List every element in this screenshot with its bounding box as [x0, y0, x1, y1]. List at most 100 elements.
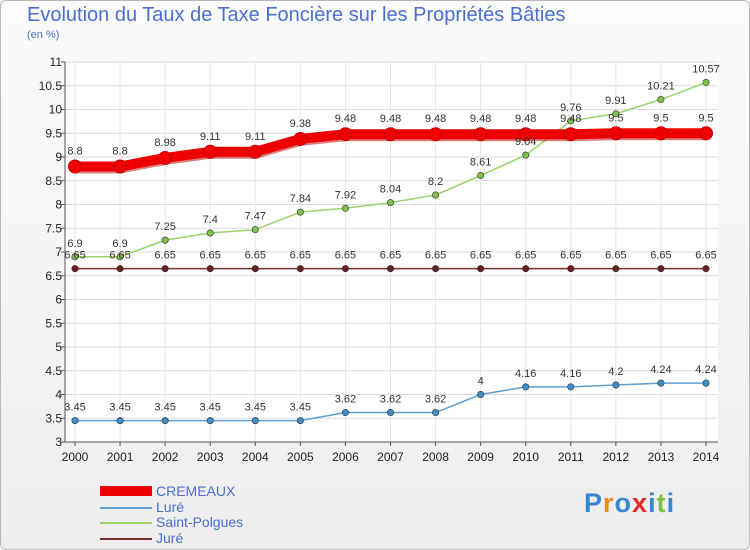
data-label-saint-polgues: 7.84 — [290, 193, 311, 205]
data-point-lure — [206, 417, 214, 425]
data-point-jure — [567, 265, 575, 273]
data-label-lure: 4 — [478, 376, 484, 388]
data-point-jure — [477, 265, 485, 273]
data-point-saint-polgues — [386, 199, 394, 207]
data-label-cremeaux: 8.8 — [67, 146, 82, 158]
data-label-jure: 6.65 — [605, 250, 626, 262]
data-point-lure — [702, 379, 710, 387]
data-label-cremeaux: 9.48 — [380, 113, 401, 125]
data-point-jure — [657, 265, 665, 273]
data-point-cremeaux — [203, 144, 218, 159]
data-point-lure — [116, 417, 124, 425]
data-point-cremeaux — [293, 131, 308, 146]
data-label-cremeaux: 9.48 — [560, 113, 581, 125]
x-tick-label: 2012 — [603, 450, 630, 464]
data-label-lure: 4.16 — [560, 368, 581, 380]
data-point-saint-polgues — [206, 229, 214, 237]
y-tick-label: 7.5 — [45, 221, 62, 235]
data-point-cremeaux — [473, 127, 488, 142]
data-point-lure — [612, 381, 620, 389]
legend-swatch-lure — [100, 506, 152, 509]
data-point-lure — [161, 417, 169, 425]
data-label-lure: 4.16 — [515, 368, 536, 380]
x-tick-label: 2011 — [558, 450, 584, 464]
data-point-jure — [341, 265, 349, 273]
data-point-saint-polgues — [161, 236, 169, 244]
data-point-cremeaux — [653, 126, 668, 141]
data-point-saint-polgues — [567, 117, 575, 125]
y-tick-label: 3.5 — [45, 411, 62, 425]
data-label-lure: 3.62 — [335, 394, 356, 406]
data-label-lure: 4.24 — [695, 364, 716, 376]
data-label-saint-polgues: 8.04 — [380, 184, 401, 196]
x-tick-label: 2009 — [467, 450, 494, 464]
y-tick-label: 8.5 — [45, 174, 62, 188]
data-point-saint-polgues — [116, 253, 124, 261]
data-point-lure — [341, 409, 349, 417]
data-point-lure — [477, 390, 485, 398]
chart-subtitle: (en %) — [27, 29, 60, 41]
x-tick-label: 2004 — [242, 450, 269, 464]
data-label-saint-polgues: 6.9 — [112, 238, 127, 250]
data-label-saint-polgues: 7.25 — [154, 221, 175, 233]
data-point-cremeaux — [338, 127, 353, 142]
data-label-lure: 3.45 — [245, 402, 266, 414]
y-tick-label: 10.5 — [39, 79, 63, 93]
data-label-lure: 3.45 — [64, 402, 85, 414]
data-label-saint-polgues: 10.21 — [647, 81, 675, 93]
data-label-lure: 3.62 — [425, 394, 446, 406]
data-label-saint-polgues: 7.47 — [245, 211, 266, 223]
y-tick-label: 10 — [49, 103, 63, 117]
data-point-lure — [71, 417, 79, 425]
data-point-jure — [702, 265, 710, 273]
y-tick-label: 5 — [55, 340, 62, 354]
data-point-cremeaux — [68, 159, 82, 174]
data-label-lure: 3.45 — [154, 402, 175, 414]
data-point-jure — [296, 265, 304, 273]
data-point-saint-polgues — [296, 208, 304, 216]
data-label-cremeaux: 8.98 — [154, 137, 175, 149]
data-point-saint-polgues — [522, 151, 530, 159]
x-tick-label: 2000 — [62, 450, 89, 464]
legend-label-saint-polgues: Saint-Polgues — [156, 514, 244, 530]
data-label-jure: 6.65 — [515, 250, 536, 262]
y-tick-label: 4.5 — [45, 364, 62, 378]
proxiti-logo: Proxiti — [584, 488, 676, 518]
data-point-lure — [567, 383, 575, 391]
x-tick-label: 2006 — [332, 450, 359, 464]
data-label-lure: 3.45 — [200, 402, 221, 414]
data-label-cremeaux: 9.5 — [653, 112, 668, 124]
data-label-saint-polgues: 9.04 — [515, 136, 536, 148]
data-label-saint-polgues: 7.4 — [203, 214, 218, 226]
data-point-lure — [251, 417, 259, 425]
data-point-cremeaux — [113, 159, 128, 174]
y-tick-label: 7 — [55, 245, 62, 259]
data-label-cremeaux: 9.11 — [245, 131, 266, 143]
legend-label-lure: Luré — [156, 498, 185, 515]
data-label-cremeaux: 8.8 — [112, 146, 127, 158]
x-tick-label: 2005 — [287, 450, 314, 464]
x-tick-label: 2008 — [422, 450, 449, 464]
data-point-saint-polgues — [71, 253, 79, 261]
data-label-jure: 6.65 — [650, 250, 671, 262]
data-point-cremeaux — [699, 126, 713, 141]
data-label-jure: 6.65 — [154, 250, 175, 262]
data-point-saint-polgues — [251, 226, 259, 234]
legend-swatch-jure — [100, 537, 152, 540]
data-point-lure — [386, 409, 394, 417]
data-label-saint-polgues: 8.2 — [428, 176, 443, 188]
data-label-jure: 6.65 — [470, 250, 491, 262]
y-tick-label: 6 — [55, 293, 62, 307]
data-point-jure — [386, 265, 394, 273]
line-chart: 3 3.5 4 4.5 5 5.5 6 6.5 7 7.5 8 8.5 9 9.5 10 10.5 11 2000… — [39, 55, 720, 464]
data-point-saint-polgues — [657, 96, 665, 104]
x-tick-label: 2002 — [152, 450, 179, 464]
data-point-cremeaux — [428, 127, 443, 142]
data-point-lure — [296, 417, 304, 425]
data-point-jure — [432, 265, 440, 273]
data-label-cremeaux: 9.5 — [698, 112, 713, 124]
data-label-saint-polgues: 6.9 — [67, 238, 82, 250]
y-tick-label: 9.5 — [45, 126, 62, 140]
data-point-saint-polgues — [612, 110, 620, 118]
data-label-cremeaux: 9.5 — [608, 112, 623, 124]
